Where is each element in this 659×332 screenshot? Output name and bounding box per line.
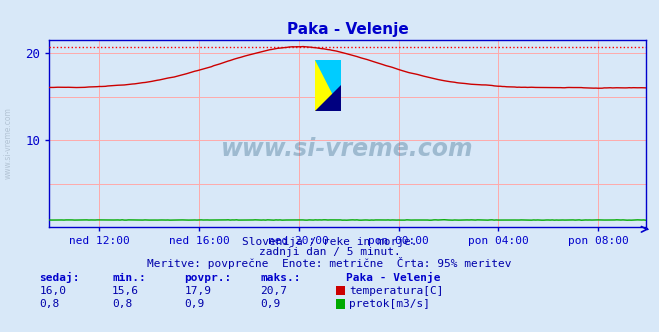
Text: 0,8: 0,8 <box>40 299 60 309</box>
Text: pretok[m3/s]: pretok[m3/s] <box>349 299 430 309</box>
Text: min.:: min.: <box>112 273 146 283</box>
Text: www.si-vreme.com: www.si-vreme.com <box>3 107 13 179</box>
Text: www.si-vreme.com: www.si-vreme.com <box>221 137 474 161</box>
Polygon shape <box>315 60 341 111</box>
Text: 0,9: 0,9 <box>260 299 281 309</box>
Text: temperatura[C]: temperatura[C] <box>349 286 444 296</box>
Text: 15,6: 15,6 <box>112 286 139 296</box>
Text: Meritve: povprečne  Enote: metrične  Črta: 95% meritev: Meritve: povprečne Enote: metrične Črta:… <box>147 257 512 269</box>
Text: povpr.:: povpr.: <box>185 273 232 283</box>
Text: 0,9: 0,9 <box>185 299 205 309</box>
Text: Slovenija / reke in morje.: Slovenija / reke in morje. <box>242 237 417 247</box>
Text: Paka - Velenje: Paka - Velenje <box>346 272 440 283</box>
Title: Paka - Velenje: Paka - Velenje <box>287 22 409 37</box>
Text: 20,7: 20,7 <box>260 286 287 296</box>
Text: 17,9: 17,9 <box>185 286 212 296</box>
Text: 0,8: 0,8 <box>112 299 132 309</box>
Polygon shape <box>315 85 341 111</box>
Text: maks.:: maks.: <box>260 273 301 283</box>
Text: sedaj:: sedaj: <box>40 272 80 283</box>
Text: zadnji dan / 5 minut.: zadnji dan / 5 minut. <box>258 247 401 257</box>
Text: 16,0: 16,0 <box>40 286 67 296</box>
